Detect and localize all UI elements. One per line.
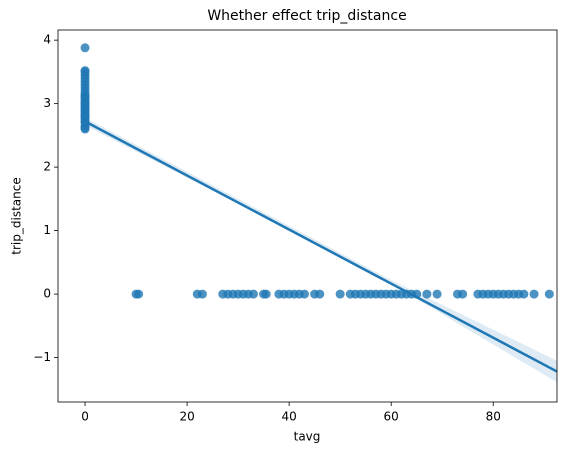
- scatter-point: [248, 289, 258, 299]
- scatter-point: [422, 289, 432, 299]
- y-tick-label: −1: [33, 350, 51, 364]
- scatter-point: [544, 289, 554, 299]
- y-tick-label: 0: [43, 287, 51, 301]
- x-axis-label: tavg: [294, 430, 321, 444]
- y-tick-label: 2: [43, 160, 51, 174]
- scatter-point: [299, 289, 309, 299]
- plot-frame: [57, 29, 558, 403]
- scatter-point: [315, 289, 325, 299]
- y-tick-label: 1: [43, 223, 51, 237]
- x-tick-label: 0: [81, 410, 89, 424]
- scatter-point: [134, 289, 144, 299]
- scatter-point: [519, 289, 529, 299]
- x-tick-label: 40: [281, 410, 296, 424]
- scatter-point: [80, 66, 90, 76]
- y-tick-label: 4: [43, 33, 51, 47]
- scatter-point: [458, 289, 468, 299]
- scatter-point: [432, 289, 442, 299]
- scatter-point: [261, 289, 271, 299]
- scatter-point: [529, 289, 539, 299]
- y-tick-label: 3: [43, 96, 51, 110]
- x-tick-label: 20: [179, 410, 194, 424]
- x-tick-label: 60: [384, 410, 399, 424]
- x-tick-label: 80: [486, 410, 501, 424]
- scatter-point: [335, 289, 345, 299]
- regression-line: [84, 120, 557, 373]
- scatter-point: [197, 289, 207, 299]
- confidence-band: [85, 117, 557, 383]
- chart-title: Whether effect trip_distance: [207, 8, 406, 24]
- scatter-point: [80, 43, 90, 53]
- y-axis-label: trip_distance: [10, 177, 24, 254]
